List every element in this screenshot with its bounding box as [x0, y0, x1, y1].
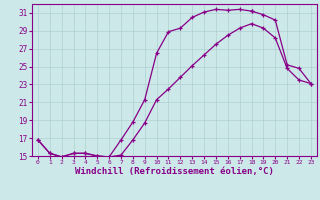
X-axis label: Windchill (Refroidissement éolien,°C): Windchill (Refroidissement éolien,°C): [75, 167, 274, 176]
